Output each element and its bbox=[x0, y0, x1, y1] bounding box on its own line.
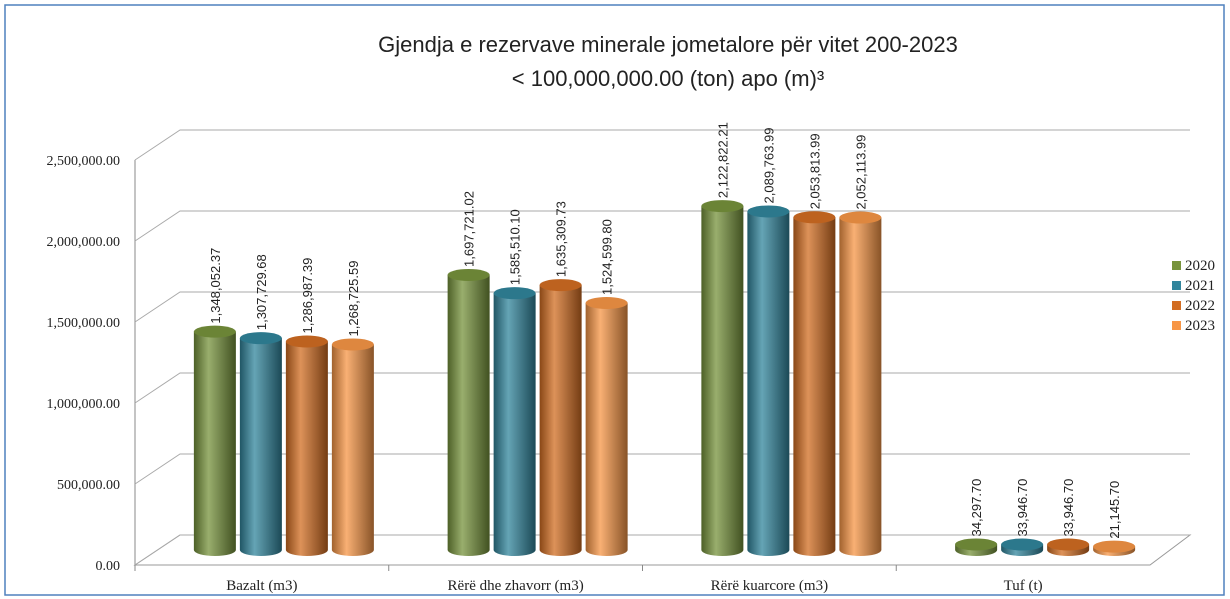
bar-top bbox=[955, 538, 998, 551]
bar-top bbox=[839, 211, 882, 224]
bar-top bbox=[193, 325, 236, 338]
legend-swatch bbox=[1172, 281, 1181, 290]
bar bbox=[585, 303, 628, 556]
bar-top bbox=[539, 279, 582, 292]
data-label: 1,307,729.68 bbox=[254, 254, 269, 330]
x-tick-label: Rërë dhe zhavorr (m3) bbox=[448, 578, 584, 594]
bar-top bbox=[585, 297, 628, 310]
bar-top bbox=[285, 335, 328, 348]
y-tick-label: 2,500,000.00 bbox=[47, 154, 121, 169]
grid-line bbox=[134, 129, 1190, 161]
bar-top bbox=[793, 211, 836, 224]
bar-top bbox=[447, 268, 490, 281]
y-tick-label: 2,000,000.00 bbox=[47, 235, 121, 250]
bar bbox=[747, 211, 790, 556]
bar-top bbox=[747, 205, 790, 218]
data-label: 2,122,822.21 bbox=[715, 122, 730, 198]
data-label: 1,524,599.80 bbox=[600, 219, 615, 295]
data-label: 1,585,510.10 bbox=[508, 209, 523, 285]
bar bbox=[193, 331, 236, 556]
bar bbox=[447, 274, 490, 556]
bar bbox=[493, 293, 536, 556]
data-label: 1,268,725.59 bbox=[346, 261, 361, 337]
x-tick-label: Rërë kuarcore (m3) bbox=[711, 578, 828, 594]
bar-top bbox=[1047, 538, 1090, 551]
x-tick-label: Tuf (t) bbox=[1004, 578, 1043, 594]
bar bbox=[793, 217, 836, 556]
chart-subtitle: < 100,000,000.00 (ton) apo (m)³ bbox=[512, 66, 824, 91]
y-tick-label: 500,000.00 bbox=[57, 478, 120, 493]
x-tick-label: Bazalt (m3) bbox=[226, 578, 297, 594]
chart-title: Gjendja e rezervave minerale jometalore … bbox=[378, 32, 958, 57]
data-label: 1,697,721.02 bbox=[462, 191, 477, 267]
bar-top bbox=[1093, 540, 1136, 553]
data-label: 33,946.70 bbox=[1015, 479, 1030, 537]
bar bbox=[839, 217, 882, 556]
bar-top bbox=[1001, 538, 1044, 551]
legend-label: 2020 bbox=[1185, 258, 1215, 274]
legend-label: 2022 bbox=[1185, 298, 1215, 314]
data-label: 21,145.70 bbox=[1107, 481, 1122, 539]
data-label: 34,297.70 bbox=[969, 479, 984, 537]
legend-label: 2021 bbox=[1185, 278, 1215, 294]
bar-top bbox=[239, 332, 282, 345]
data-label: 2,053,813.99 bbox=[807, 133, 822, 209]
bar-top bbox=[331, 338, 374, 351]
grid-line bbox=[134, 210, 1190, 242]
data-label: 33,946.70 bbox=[1061, 479, 1076, 537]
legend-swatch bbox=[1172, 321, 1181, 330]
data-label: 1,635,309.73 bbox=[554, 201, 569, 277]
bar bbox=[701, 206, 744, 557]
legend-swatch bbox=[1172, 261, 1181, 270]
data-label: 2,052,113.99 bbox=[853, 135, 868, 210]
y-tick-label: 1,000,000.00 bbox=[47, 397, 121, 412]
y-tick-label: 1,500,000.00 bbox=[47, 316, 121, 331]
bar-top bbox=[493, 287, 536, 300]
data-label: 1,348,052.37 bbox=[208, 248, 223, 324]
bar bbox=[539, 285, 582, 556]
bar-top bbox=[701, 200, 744, 213]
y-tick-label: 0.00 bbox=[96, 559, 121, 574]
legend-label: 2023 bbox=[1185, 318, 1215, 334]
bar bbox=[239, 338, 282, 556]
data-label: 1,286,987.39 bbox=[300, 258, 315, 334]
legend-swatch bbox=[1172, 301, 1181, 310]
bar bbox=[285, 341, 328, 556]
bar bbox=[331, 344, 374, 556]
data-label: 2,089,763.99 bbox=[761, 128, 776, 204]
